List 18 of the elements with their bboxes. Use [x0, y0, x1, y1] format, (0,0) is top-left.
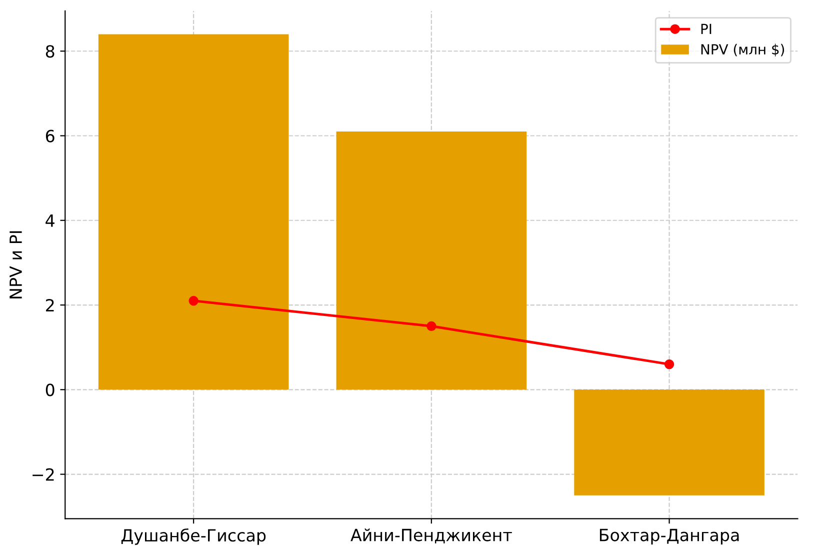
point [426, 321, 436, 332]
y-tick-label: 0 [46, 384, 54, 396]
legend-label: PI [701, 24, 712, 34]
x-tick-label: Айни-Пенджикент [350, 528, 512, 544]
bar [336, 132, 527, 390]
y-tick-label: −2 [32, 468, 54, 481]
y-tick-label: 6 [46, 130, 54, 142]
bar [98, 34, 289, 390]
x-tick-label: Бохтар-Дангара [600, 528, 739, 545]
point [188, 296, 198, 306]
legend-label: NPV (млн $) [701, 44, 784, 56]
y-tick-label: 2 [46, 298, 54, 312]
bar [574, 390, 764, 496]
y-tick-label: 8 [46, 45, 54, 58]
point [664, 359, 674, 370]
y-tick-label: 4 [46, 214, 54, 227]
x-tick-label: Душанбе-Гиссар [121, 528, 266, 545]
y-axis-title: NPV и PI [10, 231, 22, 298]
